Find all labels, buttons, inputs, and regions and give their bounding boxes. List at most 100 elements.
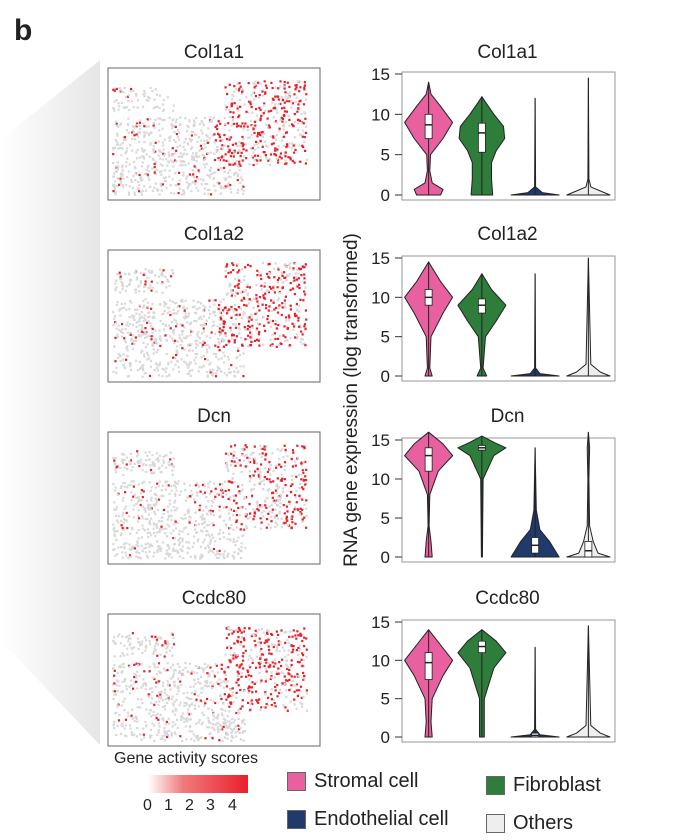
cell-dot [241,528,244,531]
cell-dot [206,544,210,547]
cell-dot [297,473,301,476]
cell-dot [203,341,206,344]
cell-dot [219,139,222,142]
cell-dot [271,333,274,336]
cell-dot [237,314,240,317]
cell-dot [269,693,273,696]
cell-dot [135,544,138,547]
cell-dot [150,496,153,499]
cell-dot [121,282,124,285]
cell-dot [214,332,217,335]
cell-dot [136,148,139,152]
cell-dot [136,727,139,730]
cell-dot [250,94,253,97]
cell-dot [136,99,140,102]
cell-dot [119,275,122,278]
cell-dot [195,153,198,157]
cell-dot [137,520,140,523]
cell-dot [277,307,280,310]
cell-dot [183,309,186,312]
cell-dot [135,325,138,328]
cell-dot [285,96,289,99]
cell-dot [152,311,155,314]
cell-dot [267,512,270,515]
cell-dot [135,151,138,154]
cell-dot [152,522,155,525]
cell-dot [198,155,201,158]
cell-dot [124,106,127,109]
cell-dot [304,117,307,120]
cell-dot [144,280,147,283]
cell-dot [171,147,174,150]
cell-dot [281,302,284,305]
cell-dot [189,147,193,150]
cell-dot [187,511,190,514]
cell-dot [237,536,240,539]
cell-dot [286,639,289,642]
map-title-col1a2: Col1a2 [183,224,245,245]
cell-dot [284,484,287,487]
cell-dot [178,671,181,674]
cell-dot [286,494,289,497]
cell-dot [188,662,191,665]
cell-dot [149,708,152,712]
cell-dot [241,344,244,347]
cell-dot [164,642,167,645]
cell-dot [247,460,250,463]
cell-dot [229,271,232,274]
cell-dot [263,297,266,300]
cell-dot [235,711,238,715]
cell-dot [127,557,130,560]
cell-dot [235,520,238,524]
cell-dot [166,644,169,647]
cell-dot [216,146,219,149]
cell-dot [228,308,231,311]
cell-dot [185,175,189,178]
cell-dot [283,106,286,109]
cell-dot [167,553,170,556]
cell-dot [175,549,178,552]
cell-dot [302,488,305,491]
cell-dot [125,554,128,557]
cell-dot [114,534,117,537]
cell-dot [235,313,238,316]
cell-dot [135,92,138,96]
cell-dot [290,644,293,647]
cell-dot [289,700,292,703]
cell-dot [193,319,196,323]
cell-dot [195,320,198,323]
cell-dot [190,190,193,193]
colorbar-title: Gene activity scores [114,750,259,767]
cell-dot [120,174,123,177]
cell-dot [129,642,132,645]
cell-dot [205,506,208,509]
cell-dot [240,542,243,545]
cell-dot [232,657,235,660]
cell-dot [259,527,262,530]
cell-dot [201,721,204,724]
cell-dot [120,485,123,488]
cell-dot [119,655,122,658]
cell-dot [144,682,148,685]
cell-dot [147,354,150,357]
cell-dot [117,147,120,150]
cell-dot [196,353,199,356]
cell-dot [133,134,136,137]
cell-dot [189,685,192,688]
cell-dot [226,468,229,471]
cell-dot [160,494,163,498]
cell-dot [267,315,270,318]
cell-dot [157,545,160,548]
cell-dot [228,367,231,370]
cell-dot [113,183,116,186]
cell-dot [168,374,171,377]
cell-dot [169,327,172,330]
cell-dot [251,340,255,343]
cell-dot [258,96,261,99]
cell-dot [199,545,202,548]
cell-dot [161,367,164,370]
cell-dot [201,342,204,345]
cell-dot [293,279,296,282]
cell-dot [215,664,218,667]
cell-dot [284,263,287,266]
